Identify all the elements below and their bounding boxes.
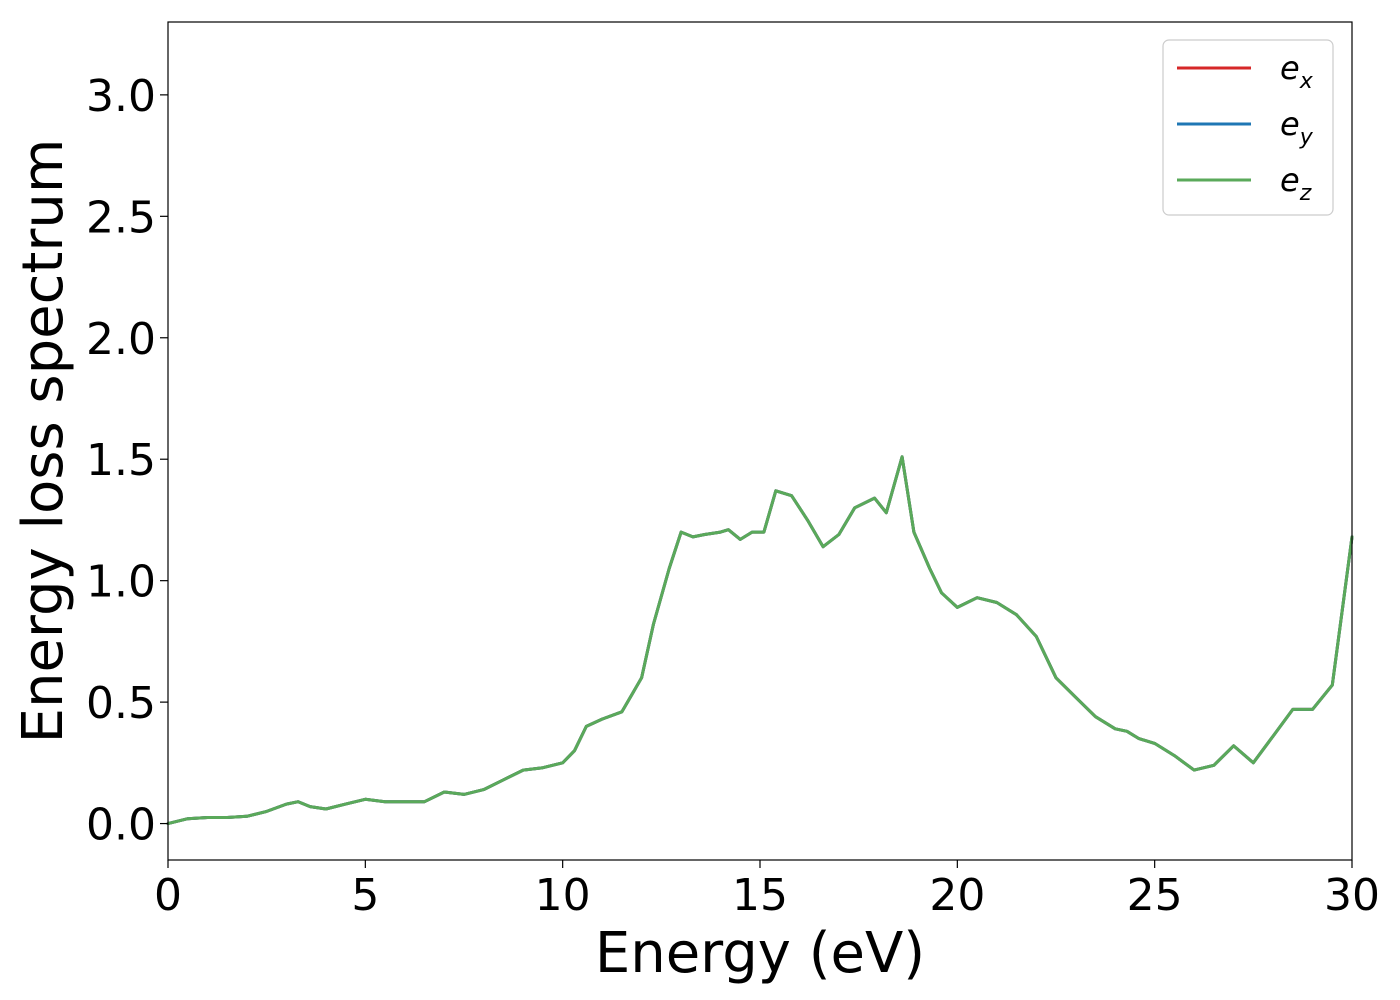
y-tick-label: 2.0 [86,314,156,365]
legend-label-base: e [1280,49,1300,87]
y-tick-label: 2.5 [86,192,156,243]
x-tick-label: 0 [154,870,182,921]
y-tick-label: 1.0 [86,557,156,608]
series-line-z [166,455,1354,826]
x-tick-label: 20 [929,870,985,921]
x-tick-label: 5 [351,870,379,921]
legend-label-subscript: y [1299,125,1314,150]
y-axis: 0.0 0.5 1.0 1.5 2.0 2.5 3.0 [86,71,168,851]
legend-box [1162,39,1334,216]
y-tick-label: 1.5 [86,435,156,486]
y-axis-title: Energy loss spectrum [11,139,76,744]
x-axis: 0 5 10 15 20 25 30 [154,860,1380,921]
legend-label-y: ey [1280,105,1314,150]
y-tick-label: 0.0 [86,800,156,851]
y-tick-label: 0.5 [86,678,156,729]
legend-label-subscript: x [1299,69,1314,94]
legend-label-x: ex [1280,49,1314,94]
series-layer [166,455,1354,826]
x-tick-label: 30 [1324,870,1380,921]
x-axis-title: Energy (eV) [595,921,925,986]
legend-label-subscript: z [1299,181,1312,206]
legend-label-z: ez [1280,161,1312,206]
x-tick-label: 25 [1127,870,1183,921]
legend-label-base: e [1280,105,1300,143]
legend-label-base: e [1280,161,1300,199]
y-tick-label: 3.0 [86,71,156,122]
x-tick-label: 10 [535,870,591,921]
x-tick-label: 15 [732,870,788,921]
